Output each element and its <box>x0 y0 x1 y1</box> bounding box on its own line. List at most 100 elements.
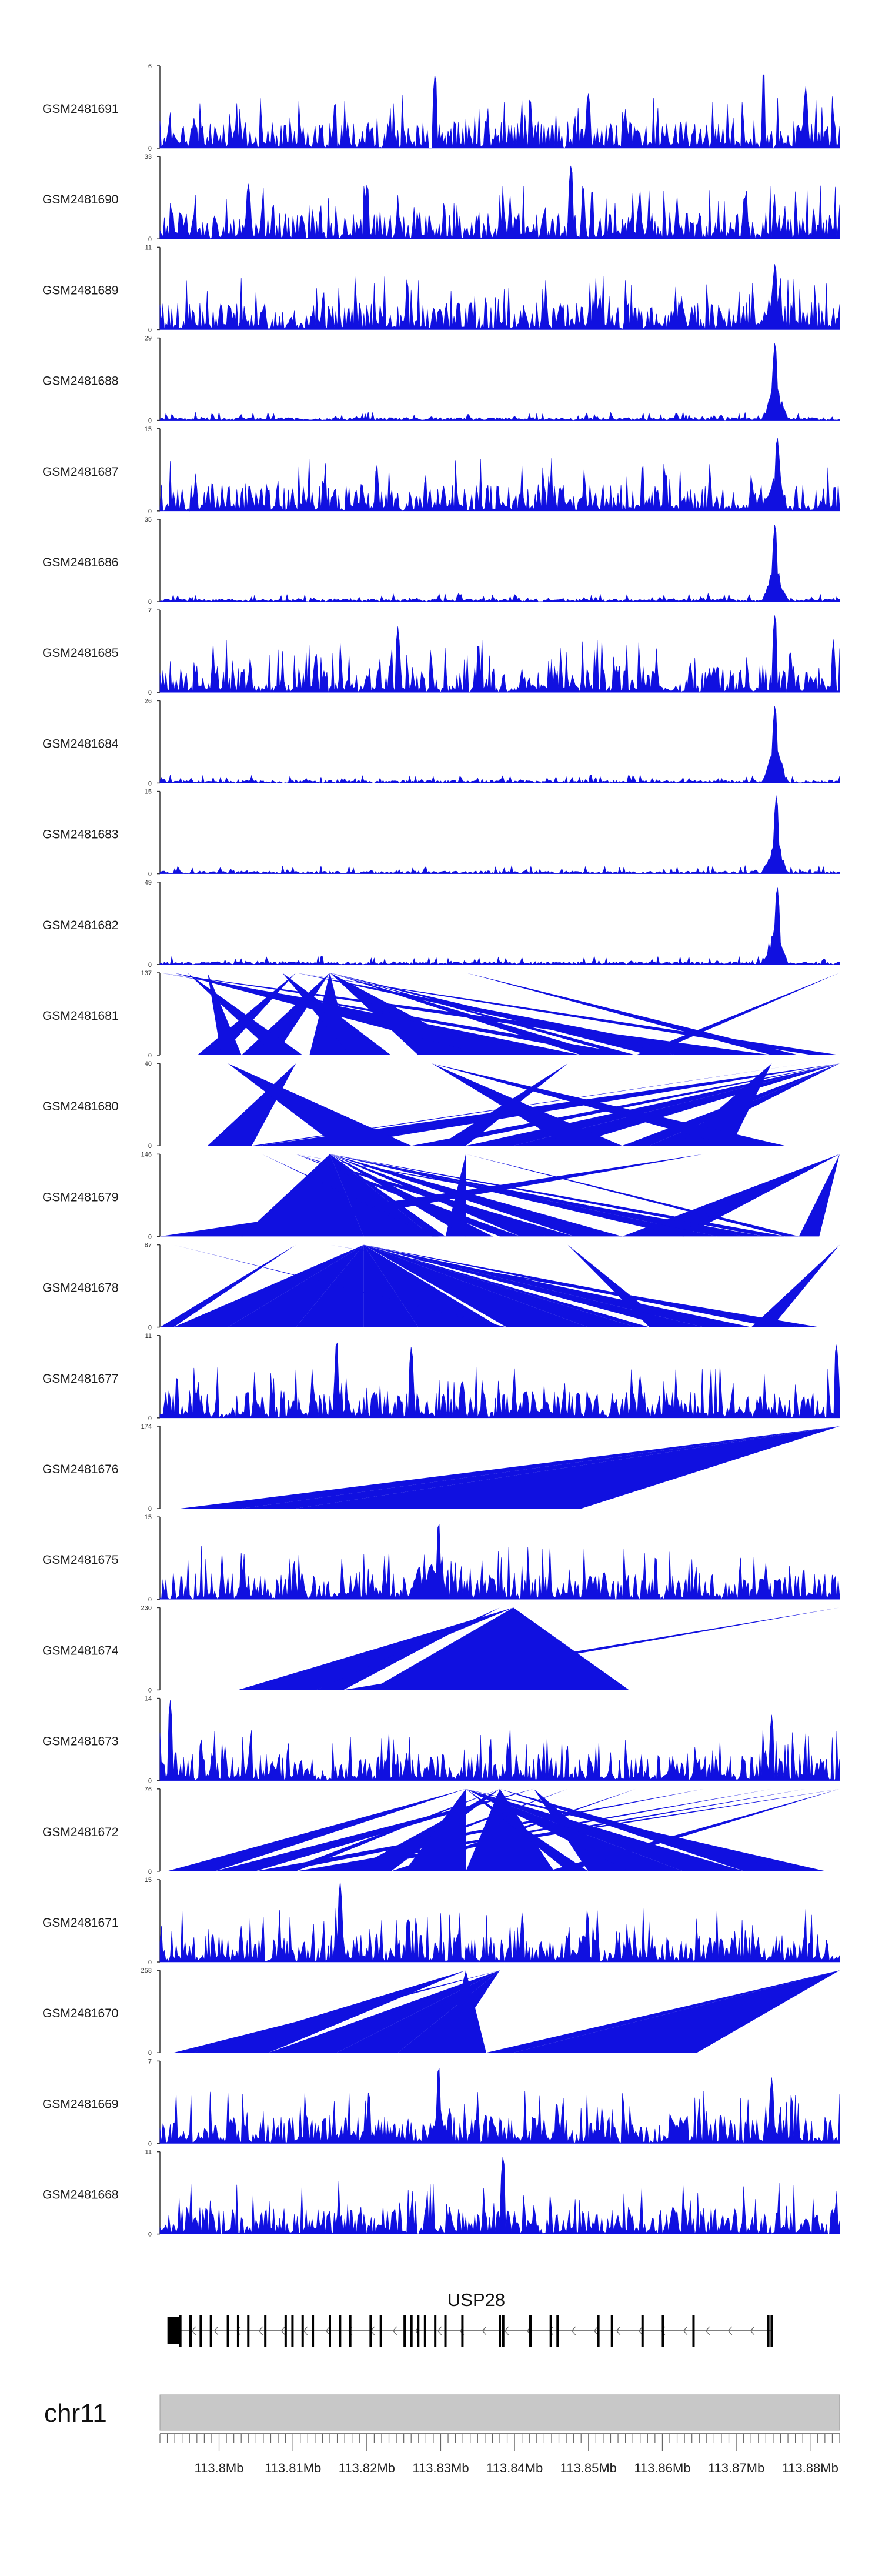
strand-arrow <box>325 2326 330 2335</box>
gene-exon <box>692 2315 695 2347</box>
signal-triangle <box>252 1063 806 1146</box>
signal-triangle <box>228 1244 364 1327</box>
signal-triangle <box>432 1063 623 1146</box>
signal-triangle <box>228 1063 412 1146</box>
strand-arrow <box>571 2326 576 2335</box>
track-max-label: 11 <box>145 2149 152 2156</box>
strand-arrow <box>482 2326 487 2335</box>
track-label: GSM2481675 <box>42 1553 119 1567</box>
track-label: GSM2481672 <box>42 1826 119 1839</box>
gene-exon <box>339 2315 342 2347</box>
signal-triangle <box>330 1154 717 1237</box>
track-max-label: 146 <box>141 1151 152 1158</box>
gene-exon <box>329 2315 331 2347</box>
signal-triangle <box>363 1244 636 1327</box>
signal-triangle <box>296 1154 765 1237</box>
track-GSM2481671: GSM2481671 15 0 <box>42 1877 840 1966</box>
signal-triangle <box>241 1426 840 1509</box>
track-GSM2481672: GSM2481672 76 0 <box>42 1786 840 1876</box>
track-GSM2481674: GSM2481674 230 0 <box>42 1604 840 1694</box>
strand-arrow <box>437 2326 442 2335</box>
track-label: GSM2481686 <box>42 556 119 569</box>
signal-triangle <box>363 1244 751 1327</box>
track-label: GSM2481676 <box>42 1463 119 1476</box>
gene-exon <box>226 2315 229 2347</box>
signal-triangle <box>258 1063 840 1146</box>
track-min-label: 0 <box>148 1233 152 1240</box>
gene-exon <box>301 2315 304 2347</box>
gene-exon <box>434 2315 437 2347</box>
signal-triangle <box>799 1154 840 1237</box>
track-label: GSM2481679 <box>42 1190 119 1204</box>
signal-triangle <box>363 1244 419 1327</box>
axis-tick-label: 113.86Mb <box>634 2461 690 2475</box>
axis-tick-label: 113.83Mb <box>412 2461 469 2475</box>
track-min-label: 0 <box>148 599 152 606</box>
strand-arrow <box>727 2326 733 2335</box>
gene-exon <box>236 2315 239 2347</box>
signal-triangle <box>330 973 636 1055</box>
track-max-label: 33 <box>145 154 152 161</box>
track-label: GSM2481680 <box>42 1100 119 1113</box>
signal-triangle <box>363 1244 650 1327</box>
strand-arrow <box>213 2326 219 2335</box>
signal-triangle <box>370 1607 629 1690</box>
track-label: GSM2481684 <box>42 737 119 750</box>
track-GSM2481685: GSM2481685 7 0 <box>42 607 840 696</box>
gene-exon <box>209 2315 212 2347</box>
track-min-label: 0 <box>148 871 152 878</box>
track-GSM2481687: GSM2481687 15 0 <box>42 426 840 515</box>
track-label: GSM2481689 <box>42 283 119 297</box>
signal-triangle <box>330 1154 493 1237</box>
track-max-label: 35 <box>145 516 152 523</box>
track-GSM2481682: GSM2481682 49 0 <box>42 879 840 969</box>
track-max-label: 11 <box>145 244 152 251</box>
track-max-label: 14 <box>145 1696 152 1703</box>
signal-triangle <box>513 1970 840 2053</box>
track-label: GSM2481691 <box>42 102 119 116</box>
track-GSM2481691: GSM2481691 6 0 <box>42 63 840 152</box>
track-min-label: 0 <box>148 1959 152 1966</box>
signal-triangle <box>160 973 636 1055</box>
signal-triangle <box>187 973 303 1055</box>
signal-triangle <box>296 1426 840 1509</box>
chromosome-axis: chr11 113.8Mb 113.81Mb 113.82Mb 113.83Mb 113… <box>44 2394 840 2475</box>
track-label: GSM2481688 <box>42 375 119 388</box>
track-min-label: 0 <box>148 1687 152 1694</box>
signal-triangle <box>238 1607 514 1690</box>
track-GSM2481677: GSM2481677 11 0 <box>42 1333 840 1422</box>
signal-triangle <box>676 1063 772 1146</box>
gene-exon <box>662 2315 664 2347</box>
gene-exon <box>767 2315 770 2347</box>
axis-tick-label: 113.81Mb <box>265 2461 321 2475</box>
signal-triangle <box>296 973 724 1055</box>
signal-triangle <box>343 1607 840 1690</box>
signal-area <box>159 1700 840 1781</box>
signal-triangle <box>411 1063 840 1146</box>
signal-triangle <box>636 973 840 1055</box>
axis-tick-label: 113.85Mb <box>560 2461 617 2475</box>
strand-arrow <box>638 2326 643 2335</box>
gene-exon <box>312 2315 315 2347</box>
track-max-label: 137 <box>141 970 152 977</box>
track-label: GSM2481687 <box>42 465 119 479</box>
signal-triangle <box>466 1788 826 1871</box>
track-GSM2481684: GSM2481684 26 0 <box>42 698 840 787</box>
gene-exon <box>610 2315 613 2347</box>
signal-triangle <box>255 1788 704 1871</box>
signal-area <box>159 887 840 965</box>
track-max-label: 174 <box>141 1423 152 1430</box>
track-max-label: 29 <box>145 335 152 342</box>
gene-exon <box>641 2315 644 2347</box>
signal-triangle <box>466 973 799 1055</box>
signal-triangle <box>296 1244 364 1327</box>
track-min-label: 0 <box>148 1415 152 1422</box>
gene-exon <box>369 2315 372 2347</box>
signal-triangle <box>350 1788 500 1871</box>
chromosome-ideogram <box>159 2394 840 2431</box>
gene-exon <box>349 2315 352 2347</box>
signal-triangle <box>330 1244 820 1327</box>
track-GSM2481683: GSM2481683 15 0 <box>42 789 840 878</box>
signal-triangle <box>432 1063 786 1146</box>
signal-area <box>159 74 840 149</box>
